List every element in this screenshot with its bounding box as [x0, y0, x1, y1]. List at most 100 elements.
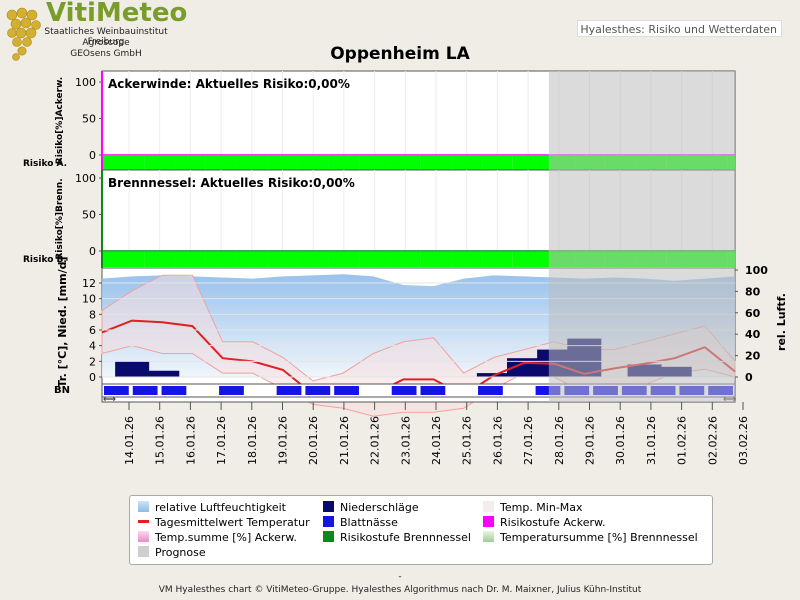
risk-stripe-segment [389, 156, 421, 171]
panel-title-brennnessel: Brennnessel: Aktuelles Risiko:0,00% [108, 176, 355, 190]
logo-line-2: Agroscope [82, 38, 130, 48]
legend-item-prognosis: Prognose [138, 546, 206, 559]
panel-title-ackerwinde: Ackerwinde: Aktuelles Risiko:0,00% [108, 77, 350, 91]
panel-ylabel-ackerwinde: Risiko[%]Ackerw. [55, 77, 65, 164]
date-tick-label: 01.02.26 [676, 416, 689, 465]
date-tick-label: 20.01.26 [307, 416, 320, 465]
logo-line-3: GEOsens GmbH [70, 49, 142, 59]
panel-ytick-label: 0 [89, 149, 96, 162]
risk-stripe-segment [267, 252, 298, 267]
date-tick-label: 28.01.26 [553, 416, 566, 465]
weather-ytick-right-label: 100 [745, 264, 768, 277]
risk-stripe-segment [144, 252, 176, 267]
risk-stripe-segment [175, 252, 206, 267]
weather-ytick-left-label: 4 [89, 340, 96, 353]
date-tick-label: 26.01.26 [491, 416, 504, 465]
legend-item-tempsum-brennnessel: Temperatursumme [%] Brennnessel [483, 531, 698, 544]
legend-item-precipitation: Niederschläge [323, 501, 419, 514]
risk-stripe-segment [359, 252, 390, 267]
header-chart-label: Hyalesthes: Risiko und Wetterdaten [577, 20, 782, 37]
logo-title: VitiMeteo [46, 0, 188, 28]
legend-item-risk-ackerw: Risikostufe Ackerw. [483, 516, 605, 529]
risk-stripe-segment [205, 252, 237, 267]
risk-stripe-segment [451, 252, 483, 267]
leaf-wetness-cell [478, 386, 503, 395]
date-tick-label: 27.01.26 [522, 416, 535, 465]
leaf-wetness-cell [334, 386, 359, 395]
risk-stripe-segment [420, 156, 452, 171]
risk-stripe-segment [451, 156, 483, 171]
leaf-wetness-cell [276, 386, 302, 395]
legend-item-temp-mean: Tagesmittelwert Temperatur [138, 516, 310, 529]
date-tick-label: 21.01.26 [338, 416, 351, 465]
grapes-logo-icon [6, 7, 41, 61]
risk-stripe-segment [175, 156, 206, 171]
date-tick-label: 17.01.26 [215, 416, 228, 465]
leaf-wetness-label: BN [54, 385, 70, 396]
precipitation-bar [145, 370, 180, 377]
risk-stripe-segment [328, 252, 360, 267]
risk-stripe-segment [328, 156, 360, 171]
footer-credit: VM Hyalesthes chart © VitiMeteo-Gruppe. … [158, 585, 642, 595]
date-tick-label: 18.01.26 [246, 416, 259, 465]
risk-stripe-segment [482, 252, 513, 267]
date-tick-label: 16.01.26 [184, 416, 197, 465]
leaf-wetness-cell [161, 386, 187, 395]
weather-ytick-right-label: 20 [745, 350, 761, 363]
legend-item-leaf-wetness: Blattnässe [323, 516, 398, 529]
weather-ylabel-right: rel. Luftf. [775, 293, 788, 351]
leaf-wetness-cell [420, 386, 446, 395]
panel-ytick-label: 50 [82, 113, 96, 126]
date-tick-label: 29.01.26 [584, 416, 597, 465]
leaf-wetness-cell [535, 386, 561, 395]
risk-stripe-segment [236, 156, 268, 171]
date-tick-label: 30.01.26 [614, 416, 627, 465]
weather-ytick-right-label: 40 [745, 328, 761, 341]
risk-stripe-segment [482, 156, 513, 171]
weather-ytick-right-label: 60 [745, 307, 761, 320]
legend-item-tempsum-ackerw: Temp.summe [%] Ackerw. [138, 531, 297, 544]
panel-ytick-label: 50 [82, 209, 96, 222]
weather-ytick-left-label: 2 [89, 355, 96, 368]
date-tick-label: 22.01.26 [369, 416, 382, 465]
chart-title: Oppenheim LA [330, 44, 470, 64]
legend-item-humidity: relative Luftfeuchtigkeit [138, 501, 286, 514]
weather-ytick-left-label: 8 [89, 308, 96, 321]
scroll-left-arrow-icon: ⟺ [103, 395, 116, 405]
risk-stripe-segment [236, 252, 268, 267]
risk-stripe-segment [297, 156, 329, 171]
risk-stripe-segment [512, 156, 544, 171]
date-tick-label: 25.01.26 [461, 416, 474, 465]
logo-line-1: Staatliches Weinbauinstitut Freiburg [44, 27, 168, 47]
risk-stripe-segment [205, 156, 237, 171]
leaf-wetness-cell [305, 386, 331, 395]
weather-ytick-right-label: 80 [745, 285, 761, 298]
panel-ytick-label: 0 [89, 245, 96, 258]
date-tick-label: 02.02.26 [706, 416, 719, 465]
risk-stripe-segment [144, 156, 176, 171]
date-tick-label: 24.01.26 [430, 416, 443, 465]
panel-ytick-label: 100 [75, 172, 96, 185]
prognosis-overlay [548, 71, 735, 402]
risk-stripe-segment [359, 156, 390, 171]
weather-ytick-left-label: 6 [89, 324, 96, 337]
chart-legend: relative Luftfeuchtigkeit Niederschläge … [129, 495, 713, 565]
leaf-wetness-cell [132, 386, 158, 395]
leaf-wetness-cell [104, 386, 129, 395]
panel-ytick-label: 100 [75, 76, 96, 89]
risk-label-brennnessel: Risiko B. [23, 255, 67, 265]
weather-ytick-left-label: 10 [82, 293, 96, 306]
weather-ytick-right-label: 0 [745, 371, 753, 384]
risk-stripe-segment [297, 252, 329, 267]
risk-stripe-segment [267, 156, 298, 171]
risk-stripe-segment [102, 252, 145, 267]
date-tick-label: 14.01.26 [123, 416, 136, 465]
date-tick-label: 23.01.26 [399, 416, 412, 465]
weather-ylabel-left: Tr. [°C], Nied. [mm/d] [56, 257, 69, 388]
risk-stripe-segment [389, 252, 421, 267]
risk-label-ackerwinde: Risiko A. [23, 159, 67, 169]
leaf-wetness-cell [391, 386, 417, 395]
weather-ytick-left-label: 0 [89, 371, 96, 384]
leaf-wetness-cell [219, 386, 244, 395]
